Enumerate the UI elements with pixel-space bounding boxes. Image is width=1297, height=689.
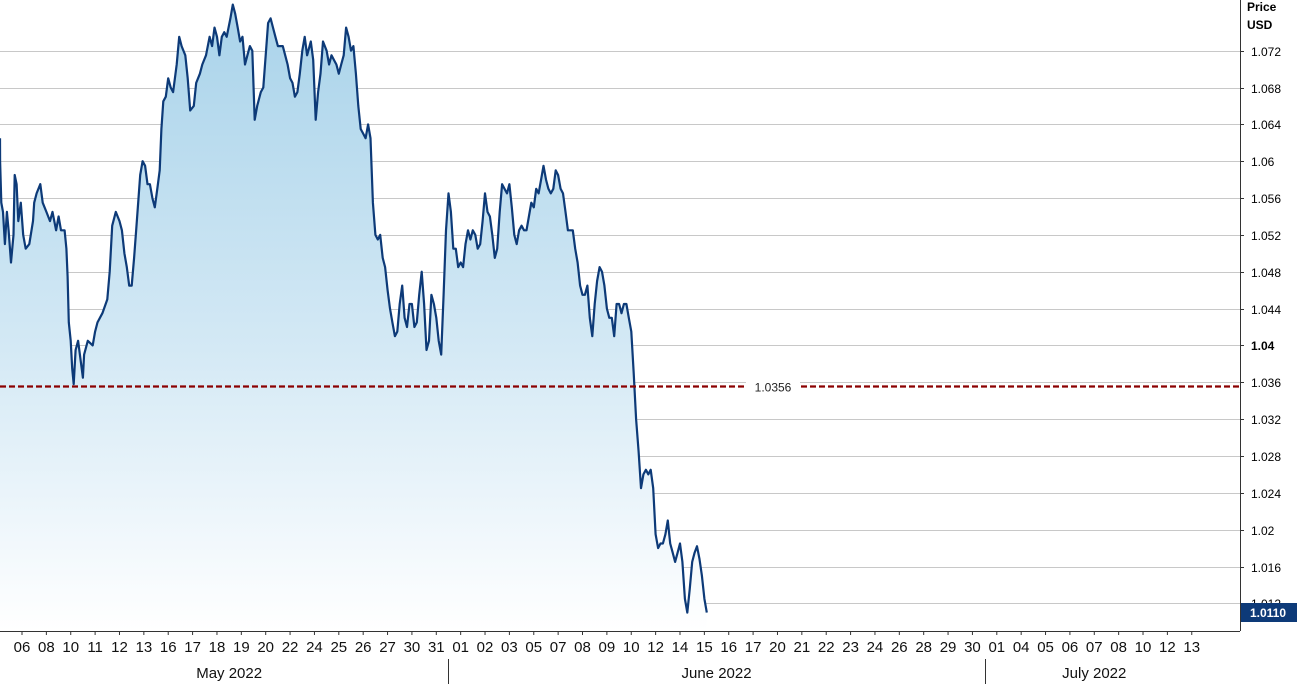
x-tick-label: 16 (720, 639, 737, 656)
x-tick-label: 30 (964, 639, 981, 656)
y-tick-label: 1.032 (1251, 413, 1281, 427)
x-tick-label: 19 (233, 639, 250, 656)
x-tick-label: 03 (501, 639, 518, 656)
x-tick-label: 05 (1037, 639, 1054, 656)
x-tick-label: 13 (136, 639, 153, 656)
x-tick-label: 20 (257, 639, 274, 656)
x-tick-label: 17 (184, 639, 201, 656)
y-tick-label: 1.052 (1251, 229, 1281, 243)
x-tick-label: 24 (306, 639, 323, 656)
last-value-label: 1.0110 (1250, 606, 1286, 620)
y-axis-title-usd: USD (1247, 18, 1273, 32)
y-tick-label: 1.04 (1251, 339, 1275, 353)
y-tick-label: 1.024 (1251, 487, 1281, 501)
x-tick-label: 08 (1110, 639, 1127, 656)
x-tick-label: 12 (647, 639, 664, 656)
y-tick-label: 1.068 (1251, 82, 1281, 96)
x-tick-label: 10 (62, 639, 79, 656)
y-tick-label: 1.048 (1251, 266, 1281, 280)
x-tick-label: 30 (404, 639, 421, 656)
x-tick-label: 06 (14, 639, 31, 656)
x-tick-label: 09 (599, 639, 616, 656)
y-tick-label: 1.036 (1251, 376, 1281, 390)
reference-line-label: 1.0356 (755, 381, 792, 395)
x-tick-label: 18 (209, 639, 226, 656)
x-tick-label: 17 (745, 639, 762, 656)
y-tick-label: 1.06 (1251, 155, 1275, 169)
y-tick-label: 1.064 (1251, 118, 1281, 132)
x-axis: 06 08 10 11 12 13 16 17 18 19 20 22 24 25 26 27 30 31 01 02… (14, 631, 1200, 684)
x-tick-label: 13 (1183, 639, 1200, 656)
last-value-badge: 1.0110 (1241, 603, 1297, 622)
y-tick-label: 1.056 (1251, 192, 1281, 206)
x-tick-label: 31 (428, 639, 445, 656)
x-tick-label: 26 (355, 639, 372, 656)
x-tick-label: 21 (793, 639, 810, 656)
x-tick-label: 12 (1159, 639, 1176, 656)
x-tick-label: 15 (696, 639, 713, 656)
x-tick-label: 14 (672, 639, 689, 656)
x-tick-label: 24 (867, 639, 884, 656)
x-tick-label: 07 (1086, 639, 1103, 656)
reference-line-group: 1.0356 (0, 377, 1240, 396)
price-series-line (0, 3, 708, 614)
x-tick-label: 28 (915, 639, 932, 656)
x-tick-label: 05 (525, 639, 542, 656)
y-axis: 1.072 1.068 1.064 1.06 1.056 1.052 1.048 1.044 1… (1240, 45, 1281, 611)
reference-label-bg (746, 377, 800, 396)
month-label: July 2022 (1062, 665, 1126, 682)
x-tick-label: 16 (160, 639, 177, 656)
x-tick-label: 27 (379, 639, 396, 656)
x-tick-label: 08 (38, 639, 55, 656)
x-tick-label: 08 (574, 639, 591, 656)
month-label: May 2022 (196, 665, 262, 682)
x-tick-label: 29 (940, 639, 957, 656)
x-tick-label: 22 (282, 639, 299, 656)
x-tick-label: 23 (842, 639, 859, 656)
x-tick-label: 11 (87, 639, 103, 656)
x-tick-label: 22 (818, 639, 835, 656)
x-tick-label: 01 (988, 639, 1005, 656)
x-tick-label: 07 (550, 639, 567, 656)
x-tick-label: 20 (769, 639, 786, 656)
x-tick-label: 02 (477, 639, 494, 656)
month-label: June 2022 (682, 665, 752, 682)
price-area-fill (0, 4, 707, 632)
x-tick-label: 10 (623, 639, 640, 656)
y-tick-label: 1.02 (1251, 524, 1275, 538)
x-tick-label: 26 (891, 639, 908, 656)
x-tick-label: 10 (1135, 639, 1152, 656)
y-tick-label: 1.016 (1251, 561, 1281, 575)
y-tick-label: 1.072 (1251, 45, 1281, 59)
y-tick-label: 1.028 (1251, 450, 1281, 464)
y-tick-label: 1.044 (1251, 303, 1281, 317)
x-tick-label: 04 (1013, 639, 1030, 656)
y-axis-title-price: Price (1247, 0, 1277, 14)
x-tick-label: 25 (330, 639, 347, 656)
x-tick-label: 01 (452, 639, 469, 656)
x-tick-label: 12 (111, 639, 128, 656)
x-tick-label: 06 (1062, 639, 1079, 656)
last-value-badge-bg (1241, 603, 1297, 622)
